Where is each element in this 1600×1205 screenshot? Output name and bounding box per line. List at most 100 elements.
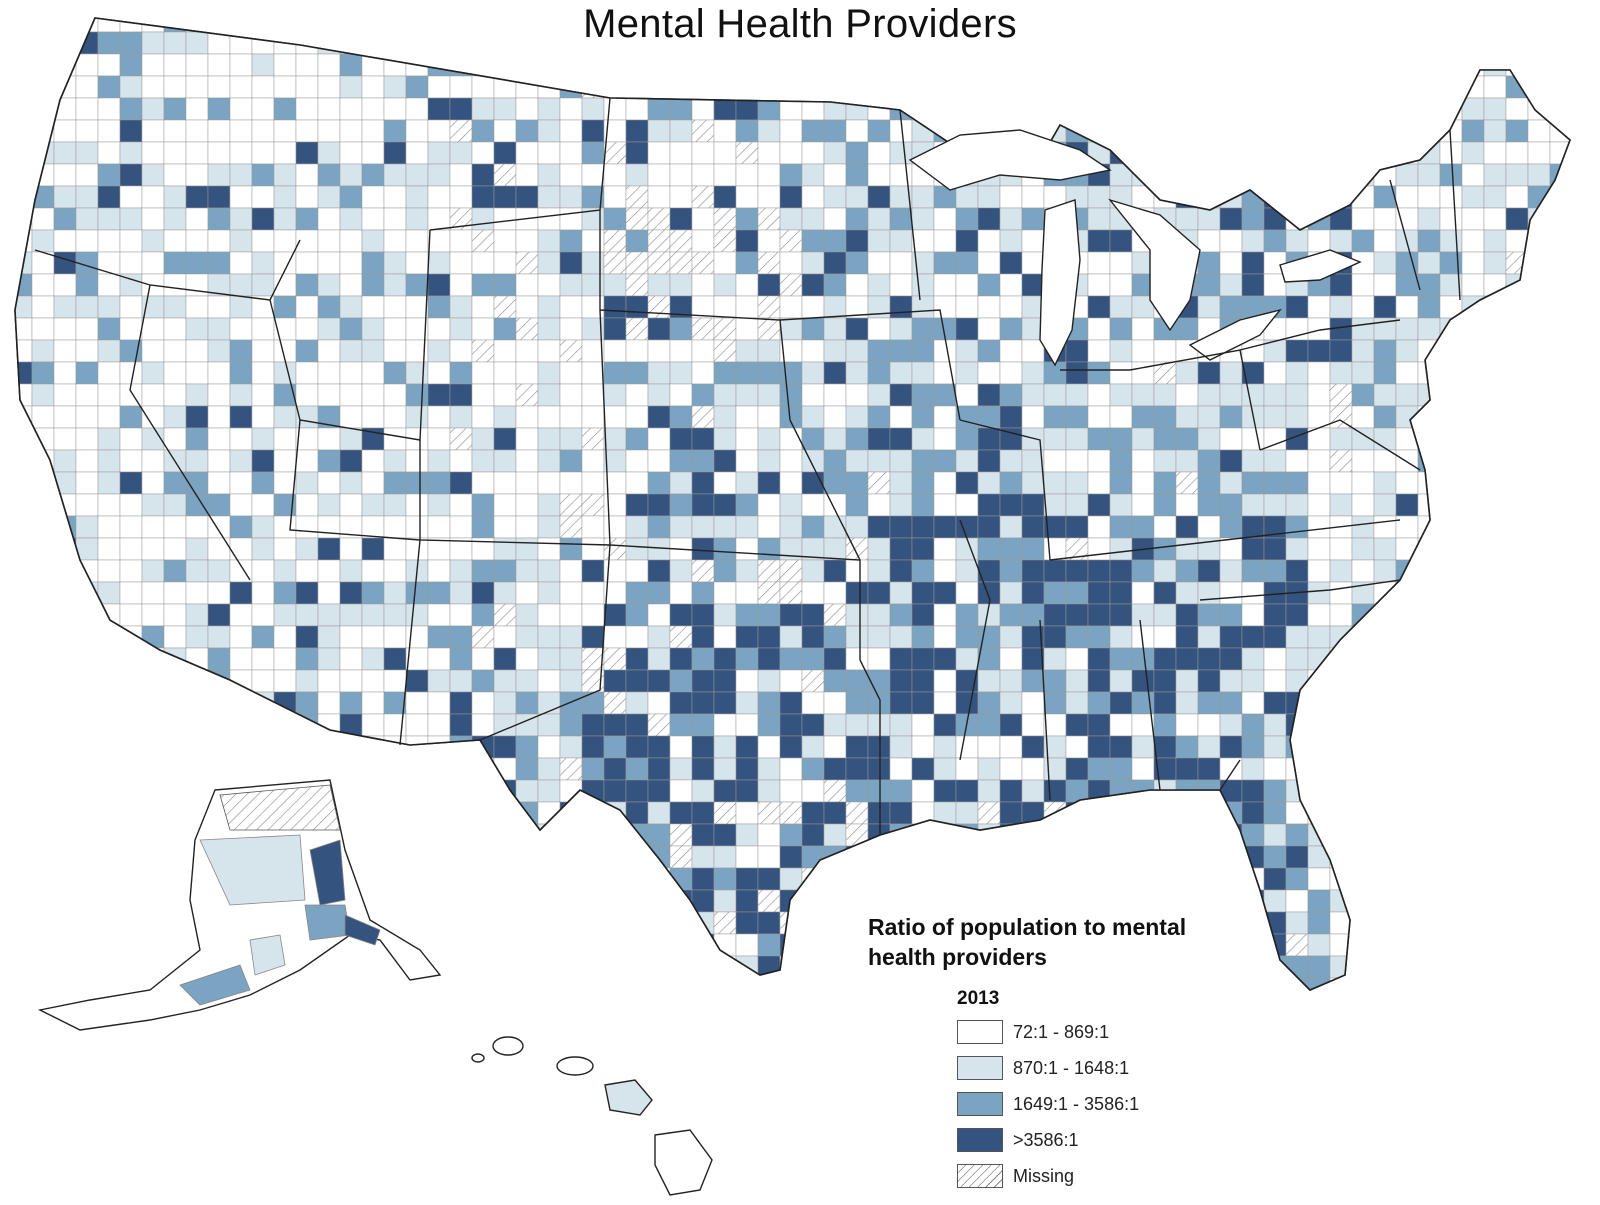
- county: [1329, 273, 1353, 297]
- county: [31, 823, 55, 847]
- county: [911, 823, 935, 847]
- county: [999, 845, 1023, 869]
- county: [823, 251, 847, 275]
- county: [405, 97, 429, 121]
- county: [625, 977, 649, 990]
- county: [449, 119, 473, 143]
- county: [889, 735, 913, 759]
- county: [207, 141, 231, 165]
- county: [449, 889, 473, 913]
- county: [889, 559, 913, 583]
- county: [1417, 18, 1441, 33]
- county: [1109, 75, 1133, 99]
- county: [1505, 735, 1529, 759]
- county: [1307, 955, 1331, 979]
- county: [647, 53, 671, 77]
- county: [559, 207, 583, 231]
- county: [251, 449, 275, 473]
- county: [361, 757, 385, 781]
- county: [1373, 669, 1397, 693]
- county: [1527, 801, 1551, 825]
- county: [471, 867, 495, 891]
- county: [1549, 185, 1570, 209]
- county: [185, 75, 209, 99]
- county: [405, 691, 429, 715]
- county: [691, 735, 715, 759]
- county: [229, 757, 253, 781]
- county: [97, 493, 121, 517]
- county: [361, 449, 385, 473]
- county: [119, 515, 143, 539]
- county: [1439, 229, 1463, 253]
- county: [1219, 273, 1243, 297]
- county: [1131, 119, 1155, 143]
- county: [1263, 559, 1287, 583]
- county: [823, 867, 847, 891]
- county: [1021, 207, 1045, 231]
- county: [1527, 18, 1551, 33]
- county: [1351, 273, 1375, 297]
- county: [1065, 471, 1089, 495]
- county: [1263, 449, 1287, 473]
- county: [97, 559, 121, 583]
- county: [801, 75, 825, 99]
- county: [1395, 207, 1419, 231]
- county: [471, 779, 495, 803]
- county: [339, 559, 363, 583]
- county: [625, 581, 649, 605]
- county: [603, 317, 627, 341]
- county: [471, 31, 495, 55]
- county: [581, 559, 605, 583]
- county: [1241, 823, 1265, 847]
- county: [1417, 713, 1441, 737]
- county: [757, 163, 781, 187]
- county: [1417, 647, 1441, 671]
- county: [119, 163, 143, 187]
- county: [1461, 515, 1485, 539]
- county: [163, 339, 187, 363]
- county: [801, 845, 825, 869]
- county: [1572, 120, 1594, 142]
- county: [251, 163, 275, 187]
- county: [1021, 757, 1045, 781]
- county: [185, 229, 209, 253]
- county: [471, 581, 495, 605]
- county: [1572, 318, 1594, 340]
- county: [1351, 295, 1375, 319]
- county: [889, 889, 913, 913]
- county: [955, 229, 979, 253]
- county: [647, 75, 671, 99]
- county: [97, 471, 121, 495]
- county: [999, 449, 1023, 473]
- county: [75, 977, 99, 990]
- county: [537, 361, 561, 385]
- county: [713, 119, 737, 143]
- county: [273, 471, 297, 495]
- county: [163, 251, 187, 275]
- county: [1021, 977, 1045, 990]
- county: [911, 647, 935, 671]
- county: [647, 31, 671, 55]
- county: [1483, 141, 1507, 165]
- county: [383, 801, 407, 825]
- county: [449, 471, 473, 495]
- county: [1263, 207, 1287, 231]
- county: [559, 427, 583, 451]
- county: [1417, 867, 1441, 891]
- county: [933, 493, 957, 517]
- county: [801, 339, 825, 363]
- legend-label: 1649:1 - 3586:1: [1013, 1094, 1140, 1114]
- county: [1065, 581, 1089, 605]
- county: [427, 625, 451, 649]
- county: [955, 515, 979, 539]
- county: [779, 383, 803, 407]
- county: [757, 273, 781, 297]
- county: [251, 625, 275, 649]
- county: [1439, 163, 1463, 187]
- county: [1527, 119, 1551, 143]
- county: [1109, 53, 1133, 77]
- county: [515, 493, 539, 517]
- county: [15, 185, 33, 209]
- county: [493, 977, 517, 990]
- county: [405, 735, 429, 759]
